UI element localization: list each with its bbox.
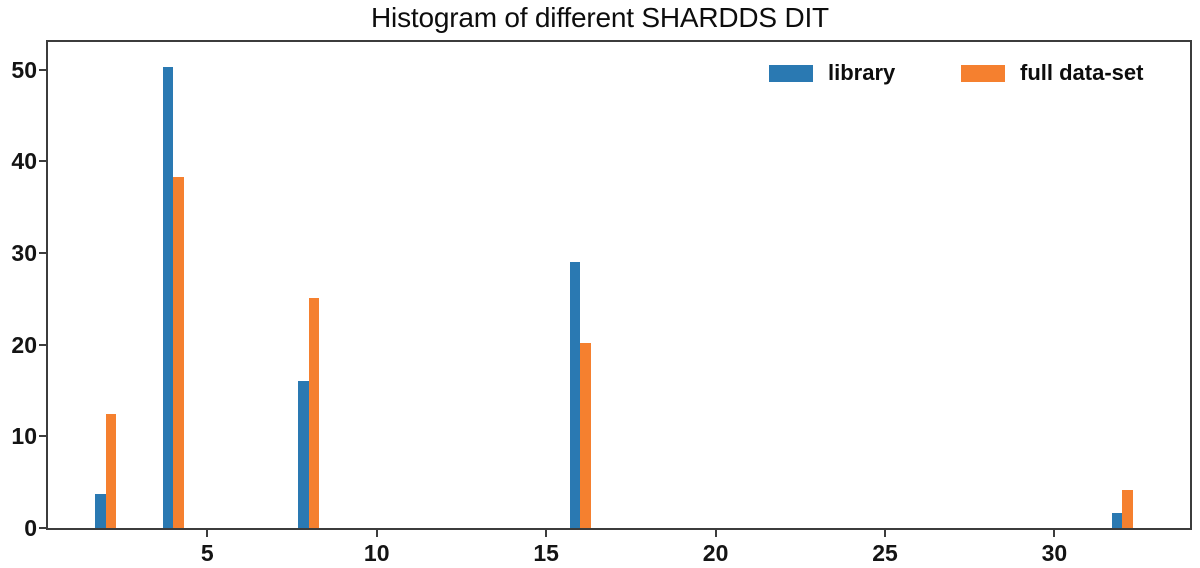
x-tick-mark	[1053, 530, 1056, 537]
y-tick-label: 0	[24, 515, 37, 541]
x-tick-label: 15	[533, 540, 559, 566]
x-tick-label: 10	[363, 540, 390, 566]
y-tick-label: 40	[11, 148, 37, 175]
y-tick-label: 20	[11, 331, 37, 358]
bar-full-data-set-x32	[1122, 490, 1133, 528]
bar-library-x8	[298, 381, 309, 528]
bar-full-data-set-x16	[580, 342, 591, 528]
bar-full-data-set-x4	[173, 176, 184, 528]
y-tick-mark	[39, 251, 46, 254]
bar-library-x32	[1111, 513, 1123, 528]
bar-full-data-set-x2	[105, 414, 117, 528]
y-tick-mark	[39, 68, 46, 71]
bar-library-x16	[569, 262, 581, 528]
bars-layer	[48, 42, 1190, 528]
x-tick-label: 20	[702, 540, 729, 566]
y-tick-mark	[39, 435, 46, 438]
x-tick-label: 5	[200, 540, 214, 566]
x-tick-mark	[545, 530, 548, 537]
y-tick-label: 50	[11, 56, 37, 83]
x-tick-label: 30	[1041, 540, 1068, 566]
bar-library-x2	[95, 494, 106, 528]
bar-library-x4	[162, 66, 174, 528]
x-tick-mark	[206, 530, 209, 537]
x-tick-mark	[375, 530, 378, 537]
y-tick-mark	[39, 527, 46, 529]
x-tick-mark	[884, 530, 886, 537]
chart-title: Histogram of different SHARDDS DIT	[371, 2, 829, 33]
x-tick-label: 25	[872, 540, 898, 566]
y-tick-mark	[39, 343, 46, 346]
x-tick-mark	[714, 530, 717, 537]
y-tick-label: 30	[11, 239, 37, 266]
y-tick-label: 10	[11, 423, 37, 450]
plot-area: library full data-set	[46, 40, 1192, 530]
y-tick-mark	[39, 160, 46, 163]
bar-full-data-set-x8	[308, 297, 320, 528]
